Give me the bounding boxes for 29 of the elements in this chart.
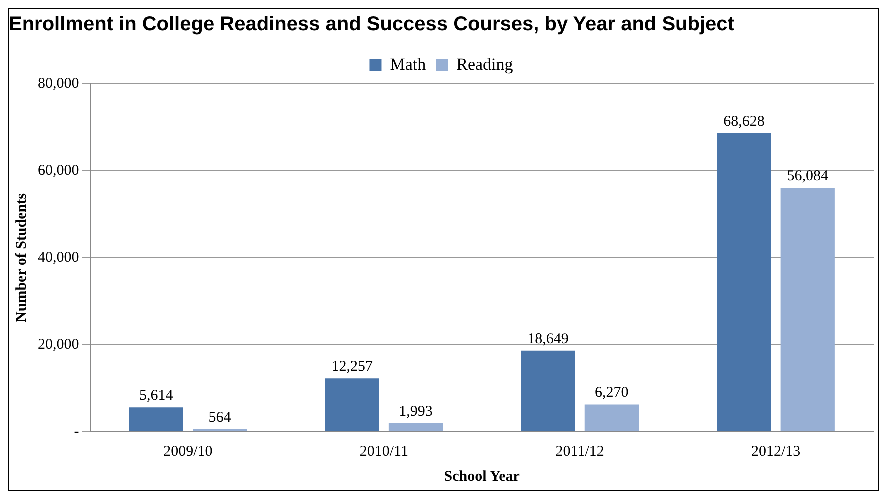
y-axis-title: Number of Students (14, 193, 30, 322)
bar (325, 378, 380, 432)
y-tick-label: 80,000 (38, 76, 80, 92)
y-tick-label: 20,000 (38, 336, 80, 353)
data-label: 1,993 (399, 404, 433, 420)
chart-title: Enrollment in College Readiness and Success Courses, by Year and Subject (9, 14, 735, 36)
x-tick-label: 2010/11 (360, 444, 408, 460)
bar (717, 133, 772, 432)
bar (129, 408, 184, 432)
x-tick-label: 2009/10 (164, 444, 213, 460)
bar (780, 188, 835, 432)
y-tick-label: - (74, 424, 80, 440)
data-label: 56,084 (787, 168, 829, 184)
x-tick-label: 2011/12 (556, 444, 604, 460)
bar (388, 423, 444, 432)
y-tick-label: 60,000 (38, 162, 80, 179)
legend-label: Math (390, 54, 427, 74)
data-label: 6,270 (595, 385, 629, 402)
data-label: 564 (208, 410, 232, 426)
x-tick-label: 2012/13 (751, 444, 801, 460)
bar (584, 404, 639, 432)
y-tick-label: 40,000 (38, 250, 80, 266)
data-label: 5,614 (140, 388, 174, 404)
data-label: 18,649 (528, 331, 569, 348)
data-label: 12,257 (332, 359, 374, 376)
data-label: 68,628 (724, 114, 765, 130)
x-axis-title: School Year (444, 468, 520, 485)
bar (521, 350, 576, 432)
legend-label: Reading (456, 54, 514, 74)
